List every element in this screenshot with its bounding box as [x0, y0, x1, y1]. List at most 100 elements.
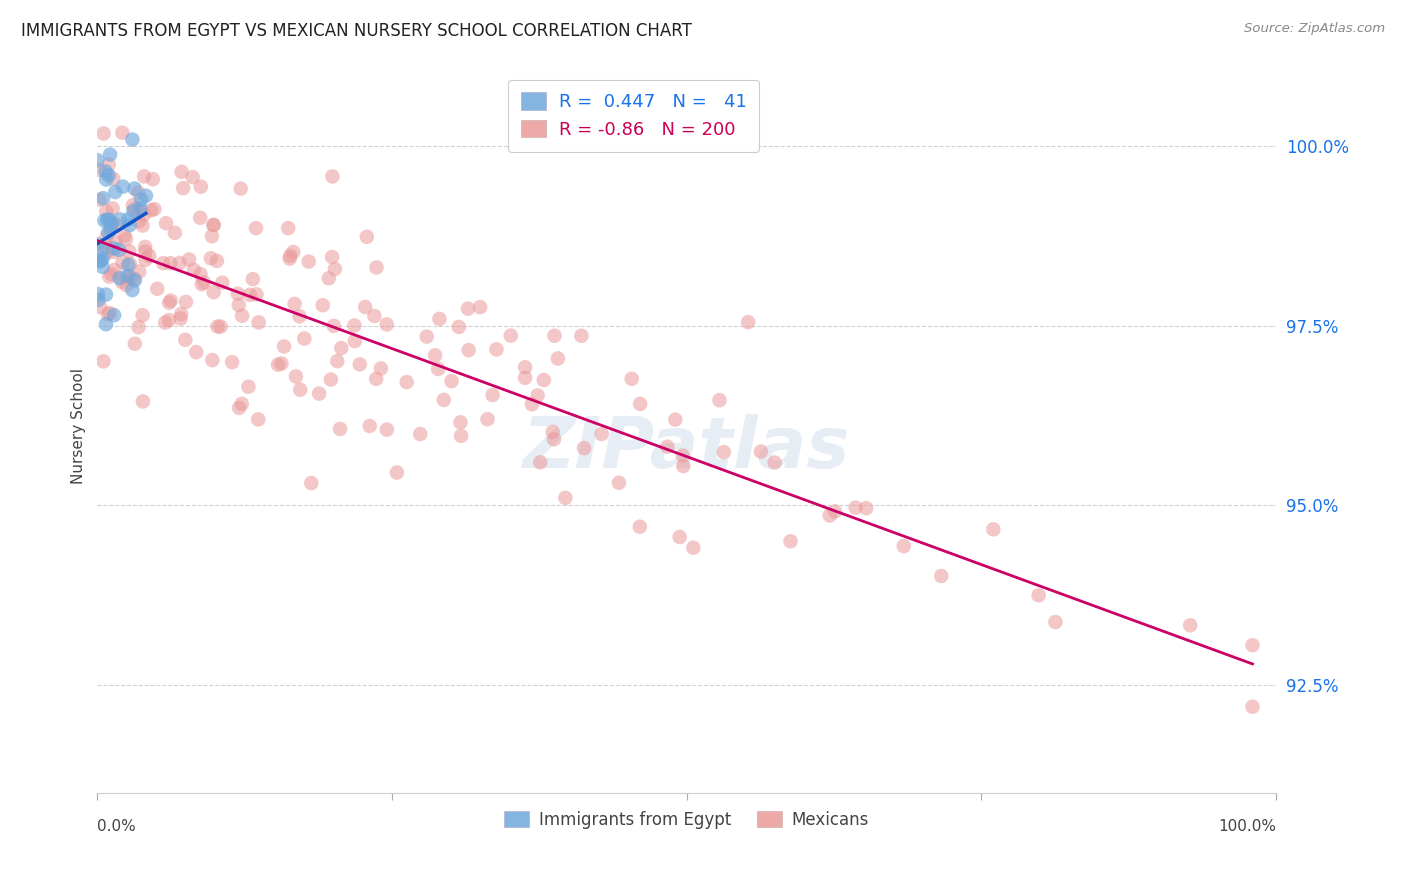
Point	[288, 310, 311, 324]
Point	[100, 221, 122, 235]
Point	[122, 271, 145, 285]
Point	[284, 297, 307, 311]
Point	[450, 415, 472, 429]
Point	[1241, 638, 1264, 652]
Point	[543, 328, 565, 343]
Point	[115, 232, 138, 246]
Point	[591, 427, 613, 442]
Point	[87, 287, 110, 301]
Point	[122, 204, 145, 219]
Point	[824, 504, 846, 518]
Point	[115, 278, 138, 293]
Point	[845, 500, 868, 515]
Point	[101, 202, 124, 216]
Point	[981, 522, 1004, 536]
Point	[322, 318, 344, 333]
Point	[98, 269, 121, 284]
Point	[103, 263, 125, 277]
Point	[152, 256, 174, 270]
Point	[100, 222, 122, 236]
Point	[131, 219, 153, 233]
Point	[779, 534, 801, 549]
Point	[90, 244, 112, 258]
Text: ZIPatlas: ZIPatlas	[523, 414, 851, 483]
Point	[221, 355, 243, 369]
Point	[134, 244, 156, 259]
Point	[283, 245, 305, 260]
Point	[628, 397, 651, 411]
Point	[1241, 699, 1264, 714]
Point	[620, 372, 643, 386]
Point	[457, 343, 479, 358]
Point	[247, 315, 270, 329]
Point	[111, 255, 134, 269]
Point	[205, 254, 228, 268]
Point	[169, 311, 191, 326]
Point	[529, 455, 551, 469]
Point	[668, 530, 690, 544]
Point	[370, 361, 392, 376]
Point	[138, 249, 160, 263]
Point	[186, 345, 208, 359]
Point	[326, 354, 349, 368]
Point	[375, 423, 398, 437]
Point	[96, 172, 118, 186]
Point	[129, 202, 152, 216]
Point	[94, 237, 117, 252]
Point	[543, 432, 565, 446]
Point	[485, 343, 508, 357]
Point	[298, 254, 321, 268]
Point	[299, 476, 322, 491]
Point	[121, 283, 143, 297]
Point	[128, 214, 150, 228]
Point	[513, 370, 536, 384]
Point	[547, 351, 569, 366]
Point	[94, 287, 117, 301]
Point	[319, 372, 342, 386]
Point	[132, 208, 155, 222]
Point	[228, 298, 250, 312]
Point	[226, 286, 249, 301]
Point	[87, 293, 110, 307]
Point	[321, 250, 343, 264]
Point	[157, 295, 180, 310]
Point	[481, 388, 503, 402]
Point	[89, 162, 111, 177]
Legend: Immigrants from Egypt, Mexicans: Immigrants from Egypt, Mexicans	[498, 805, 876, 836]
Point	[273, 339, 295, 353]
Point	[169, 256, 191, 270]
Point	[132, 394, 155, 409]
Point	[520, 397, 543, 411]
Point	[242, 272, 264, 286]
Point	[122, 198, 145, 212]
Point	[89, 300, 111, 314]
Point	[190, 277, 212, 292]
Point	[89, 193, 111, 207]
Point	[101, 241, 124, 255]
Point	[97, 157, 120, 171]
Point	[308, 386, 330, 401]
Point	[395, 375, 418, 389]
Point	[97, 226, 120, 240]
Point	[117, 268, 139, 283]
Point	[96, 204, 118, 219]
Point	[100, 217, 122, 231]
Point	[429, 311, 451, 326]
Text: Source: ZipAtlas.com: Source: ZipAtlas.com	[1244, 22, 1385, 36]
Point	[97, 168, 120, 182]
Point	[672, 449, 695, 463]
Point	[179, 252, 201, 267]
Point	[200, 252, 222, 266]
Point	[174, 333, 197, 347]
Point	[1045, 615, 1067, 629]
Point	[146, 282, 169, 296]
Point	[207, 319, 229, 334]
Point	[93, 127, 115, 141]
Point	[98, 212, 121, 227]
Point	[115, 270, 138, 285]
Point	[499, 328, 522, 343]
Point	[672, 458, 695, 473]
Point	[278, 249, 301, 263]
Point	[202, 218, 225, 232]
Point	[343, 334, 366, 348]
